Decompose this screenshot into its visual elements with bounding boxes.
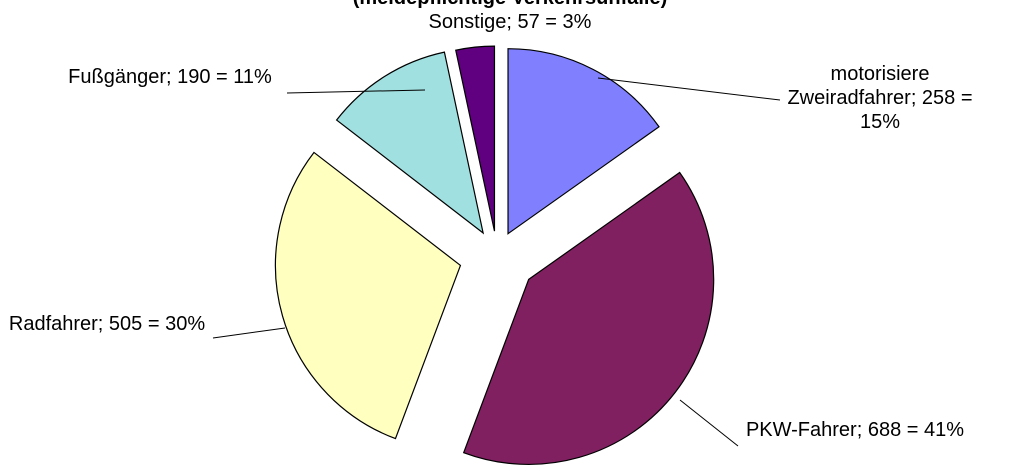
slice-label: Fußgänger; 190 = 11% xyxy=(68,66,272,88)
slice-label: PKW-Fahrer; 688 = 41% xyxy=(745,419,965,441)
pie-slice xyxy=(335,51,485,235)
slice-label: motorisiere Zweiradfahrer; 258 = 15% xyxy=(787,63,973,133)
pie-slice xyxy=(455,45,496,232)
leader-line xyxy=(597,77,781,101)
leader-line xyxy=(212,327,286,339)
pie-slice xyxy=(507,48,660,235)
slice-label: Radfahrer; 505 = 30% xyxy=(8,313,206,335)
pie-slice xyxy=(274,151,462,440)
chart-title: (meldepflichtige Verkehrsunfälle) xyxy=(210,0,810,10)
slice-label: Sonstige; 57 = 3% xyxy=(428,11,592,33)
pie-slice xyxy=(462,171,715,466)
leader-line xyxy=(679,399,739,447)
leader-line xyxy=(286,89,426,94)
